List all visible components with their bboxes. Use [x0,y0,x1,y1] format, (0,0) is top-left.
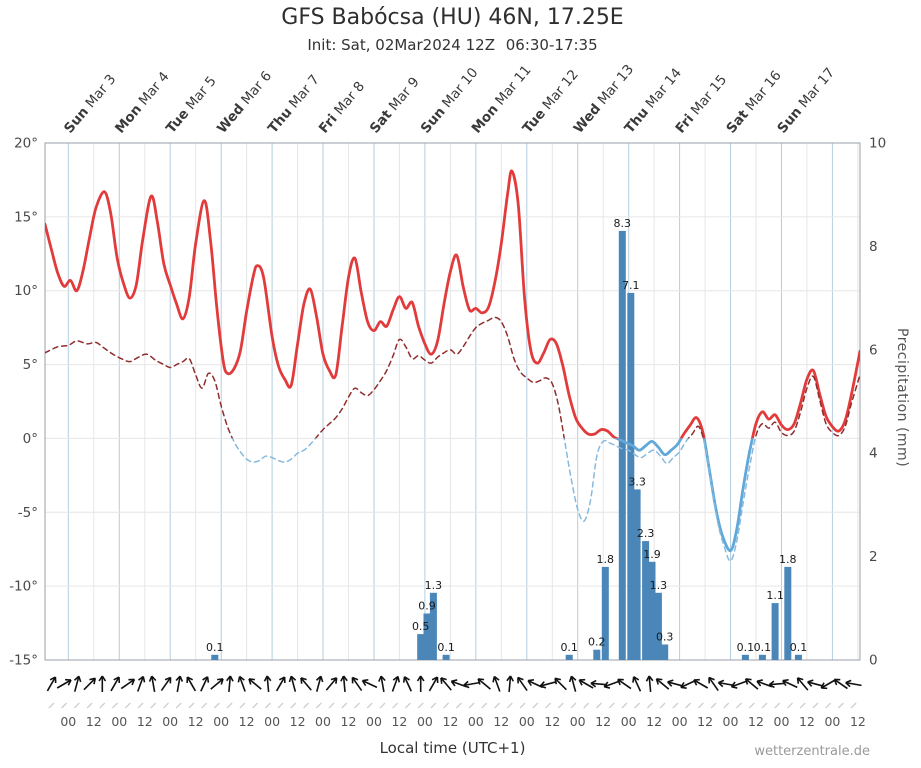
svg-text:Sat Mar 9: Sat Mar 9 [367,74,423,136]
svg-text:8.3: 8.3 [614,217,632,230]
svg-text:5°: 5° [23,357,38,373]
svg-text:12: 12 [544,714,560,729]
svg-text:1.8: 1.8 [597,553,615,566]
precip-axis-label: Precipitation (mm) [894,328,910,468]
svg-text:6: 6 [869,342,878,358]
svg-text:12: 12 [239,714,255,729]
x-axis-label: Local time (UTC+1) [379,739,526,757]
svg-text:00: 00 [723,714,739,729]
svg-text:10: 10 [869,136,886,152]
svg-text:00: 00 [111,714,127,729]
svg-text:12: 12 [493,714,509,729]
svg-text:3.3: 3.3 [628,475,646,488]
svg-text:2: 2 [869,549,878,565]
svg-text:7.1: 7.1 [622,279,640,292]
svg-text:0.9: 0.9 [418,600,436,613]
svg-text:12: 12 [188,714,204,729]
svg-text:12: 12 [697,714,713,729]
svg-text:-15°: -15° [9,653,38,669]
svg-text:12: 12 [137,714,153,729]
svg-text:12: 12 [86,714,102,729]
chart-subtitle: Init: Sat, 02Mar2024 12Z 06:30-17:35 [0,36,905,54]
svg-text:Sun Mar 3: Sun Mar 3 [61,71,119,136]
svg-text:12: 12 [341,714,357,729]
svg-text:-10°: -10° [9,579,38,595]
svg-text:0°: 0° [23,431,38,447]
svg-text:00: 00 [468,714,484,729]
svg-text:00: 00 [366,714,382,729]
svg-text:00: 00 [60,714,76,729]
svg-text:2.3: 2.3 [637,527,655,540]
svg-text:00: 00 [774,714,790,729]
svg-text:Sun Mar 17: Sun Mar 17 [774,65,838,137]
svg-text:00: 00 [824,714,840,729]
svg-text:12: 12 [748,714,764,729]
svg-text:0.1: 0.1 [437,641,455,654]
svg-text:10°: 10° [14,283,38,299]
svg-text:15°: 15° [14,209,38,225]
svg-text:00: 00 [519,714,535,729]
svg-text:1.8: 1.8 [779,553,797,566]
svg-text:00: 00 [417,714,433,729]
svg-text:00: 00 [621,714,637,729]
svg-text:8: 8 [869,239,878,255]
svg-text:00: 00 [315,714,331,729]
svg-text:4: 4 [869,446,878,462]
init-time-label: Init: Sat, 02Mar2024 12Z [307,36,495,54]
sunset-time: 17:35 [554,36,598,54]
sun-times-separator: - [548,36,555,54]
svg-text:0.3: 0.3 [656,631,674,644]
svg-text:0.5: 0.5 [412,620,430,633]
svg-text:00: 00 [570,714,586,729]
sunrise-time: 06:30 [505,36,549,54]
svg-text:12: 12 [595,714,611,729]
svg-text:0: 0 [869,653,878,669]
svg-text:0.1: 0.1 [790,641,808,654]
svg-text:Tue Mar 5: Tue Mar 5 [163,73,220,136]
svg-text:12: 12 [290,714,306,729]
svg-text:Fri Mar 8: Fri Mar 8 [316,79,368,137]
svg-text:00: 00 [264,714,280,729]
svg-text:0.1: 0.1 [206,641,224,654]
svg-text:00: 00 [162,714,178,729]
svg-text:1.9: 1.9 [643,548,661,561]
svg-text:1.3: 1.3 [425,579,443,592]
svg-text:0.2: 0.2 [588,636,606,649]
svg-text:12: 12 [850,714,866,729]
svg-text:0.1: 0.1 [560,641,578,654]
svg-text:Fri Mar 15: Fri Mar 15 [672,72,730,137]
svg-text:12: 12 [799,714,815,729]
svg-text:0.1: 0.1 [737,641,755,654]
svg-text:20°: 20° [14,136,38,152]
page-title: GFS Babócsa (HU) 46N, 17.25E [281,5,624,30]
svg-text:1.1: 1.1 [766,589,784,602]
svg-text:00: 00 [213,714,229,729]
svg-text:12: 12 [442,714,458,729]
svg-text:00: 00 [672,714,688,729]
svg-text:-5°: -5° [18,505,38,521]
svg-text:Thu Mar 7: Thu Mar 7 [265,72,323,137]
svg-text:0.1: 0.1 [754,641,772,654]
svg-text:12: 12 [391,714,407,729]
svg-text:12: 12 [646,714,662,729]
watermark-link[interactable]: wetterzentrale.de [754,744,870,759]
svg-text:1.3: 1.3 [650,579,668,592]
